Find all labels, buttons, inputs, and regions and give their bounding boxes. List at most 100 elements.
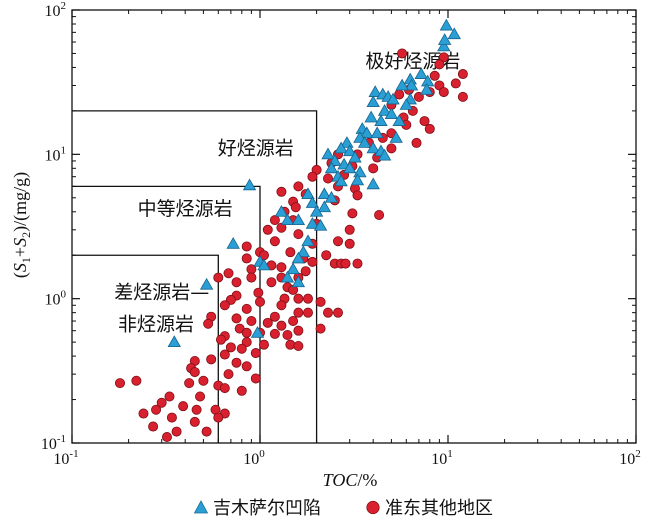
data-point-jimusar bbox=[366, 177, 380, 190]
data-point-zhundong bbox=[429, 70, 440, 81]
data-point-zhundong bbox=[219, 383, 230, 394]
legend: 吉木萨尔凹陷 准东其他地区 bbox=[193, 498, 493, 519]
data-point-zhundong bbox=[215, 334, 226, 345]
data-point-zhundong bbox=[156, 397, 167, 408]
x-tick-label: 102 bbox=[619, 448, 641, 468]
y-tick-label: 102 bbox=[45, 0, 67, 20]
data-point-zhundong bbox=[323, 173, 334, 184]
data-point-zhundong bbox=[269, 215, 280, 226]
legend-label-zhundong: 准东其他地区 bbox=[385, 498, 493, 519]
data-point-zhundong bbox=[344, 224, 355, 235]
data-point-jimusar bbox=[348, 150, 362, 163]
region-boundaries bbox=[72, 110, 318, 443]
data-point-zhundong bbox=[293, 325, 304, 336]
data-point-jimusar bbox=[370, 126, 384, 139]
data-point-zhundong bbox=[302, 307, 313, 318]
data-point-jimusar bbox=[309, 204, 324, 217]
data-point-zhundong bbox=[219, 300, 230, 311]
data-point-zhundong bbox=[293, 229, 304, 240]
x-tick-label: 10-1 bbox=[53, 448, 78, 468]
data-point-jimusar bbox=[389, 131, 403, 143]
data-point-zhundong bbox=[198, 375, 209, 386]
data-point-jimusar bbox=[392, 114, 406, 126]
data-point-zhundong bbox=[189, 416, 200, 427]
data-point-jimusar bbox=[386, 92, 400, 105]
data-point-zhundong bbox=[191, 404, 202, 415]
data-point-jimusar bbox=[437, 33, 452, 45]
data-point-zhundong bbox=[374, 209, 385, 220]
axis-ticks bbox=[71, 9, 637, 444]
data-point-zhundong bbox=[231, 313, 242, 324]
data-point-zhundong bbox=[241, 361, 252, 372]
data-point-zhundong bbox=[394, 89, 405, 100]
data-point-zhundong bbox=[424, 123, 435, 134]
data-point-jimusar bbox=[364, 110, 378, 123]
data-point-jimusar bbox=[317, 200, 332, 213]
data-point-zhundong bbox=[225, 342, 236, 353]
data-point-zhundong bbox=[241, 327, 252, 338]
data-point-zhundong bbox=[148, 421, 159, 432]
data-point-zhundong bbox=[178, 401, 189, 412]
data-point-zhundong bbox=[438, 87, 449, 98]
data-point-zhundong bbox=[213, 272, 224, 283]
data-point-zhundong bbox=[300, 266, 311, 277]
data-point-zhundong bbox=[293, 181, 304, 192]
data-point-zhundong bbox=[340, 258, 351, 269]
data-point-zhundong bbox=[276, 222, 287, 233]
data-point-zhundong bbox=[258, 339, 269, 350]
data-point-zhundong bbox=[276, 320, 287, 331]
region-label-3: 差烃源岩— bbox=[114, 282, 209, 304]
data-point-zhundong bbox=[333, 236, 344, 247]
region-label-2: 中等烃源岩 bbox=[138, 198, 233, 220]
data-point-jimusar bbox=[414, 67, 428, 79]
data-point-zhundong bbox=[241, 337, 252, 348]
data-point-zhundong bbox=[206, 354, 217, 365]
data-point-jimusar bbox=[447, 27, 461, 40]
data-point-zhundong bbox=[262, 317, 273, 328]
data-point-jimusar bbox=[301, 234, 315, 247]
data-point-zhundong bbox=[253, 287, 264, 298]
data-point-zhundong bbox=[166, 412, 177, 423]
data-point-jimusar bbox=[343, 144, 357, 157]
data-point-jimusar bbox=[377, 104, 392, 116]
data-point-zhundong bbox=[236, 385, 247, 396]
data-point-zhundong bbox=[201, 426, 212, 437]
data-point-zhundong bbox=[266, 277, 277, 288]
data-point-zhundong bbox=[457, 91, 468, 102]
data-point-zhundong bbox=[131, 375, 142, 386]
data-point-zhundong bbox=[250, 373, 261, 384]
data-point-zhundong bbox=[269, 328, 280, 339]
data-point-zhundong bbox=[114, 378, 125, 389]
data-point-jimusar bbox=[395, 78, 409, 91]
data-point-zhundong bbox=[241, 253, 252, 264]
data-point-zhundong bbox=[323, 307, 334, 318]
data-point-zhundong bbox=[290, 202, 301, 213]
data-point-jimusar bbox=[334, 141, 348, 154]
data-point-zhundong bbox=[213, 412, 224, 423]
data-point-zhundong bbox=[262, 224, 273, 235]
data-point-zhundong bbox=[189, 367, 200, 378]
data-point-jimusar bbox=[317, 187, 332, 200]
data-point-jimusar bbox=[357, 136, 372, 148]
y-tick-label: 10-1 bbox=[41, 433, 66, 453]
data-point-zhundong bbox=[246, 272, 257, 283]
region-boundary-1 bbox=[72, 185, 261, 443]
data-point-zhundong bbox=[276, 186, 287, 197]
data-point-jimusar bbox=[291, 275, 306, 288]
data-point-zhundong bbox=[307, 256, 318, 267]
data-point-zhundong bbox=[246, 316, 257, 327]
x-tick-label: 101 bbox=[431, 448, 453, 468]
tick-labels: 10-1 100 101 102 10-1 100 101 102 bbox=[41, 0, 641, 468]
data-point-jimusar bbox=[350, 173, 365, 186]
data-point-jimusar bbox=[324, 190, 339, 203]
data-point-jimusar bbox=[296, 245, 311, 258]
data-point-jimusar bbox=[353, 165, 367, 178]
data-point-jimusar bbox=[404, 78, 419, 91]
data-point-zhundong bbox=[161, 432, 172, 443]
data-point-jimusar bbox=[334, 174, 348, 187]
data-point-jimusar bbox=[360, 126, 374, 139]
data-point-zhundong bbox=[293, 293, 304, 304]
data-point-zhundong bbox=[236, 343, 247, 354]
data-point-jimusar bbox=[286, 262, 300, 275]
